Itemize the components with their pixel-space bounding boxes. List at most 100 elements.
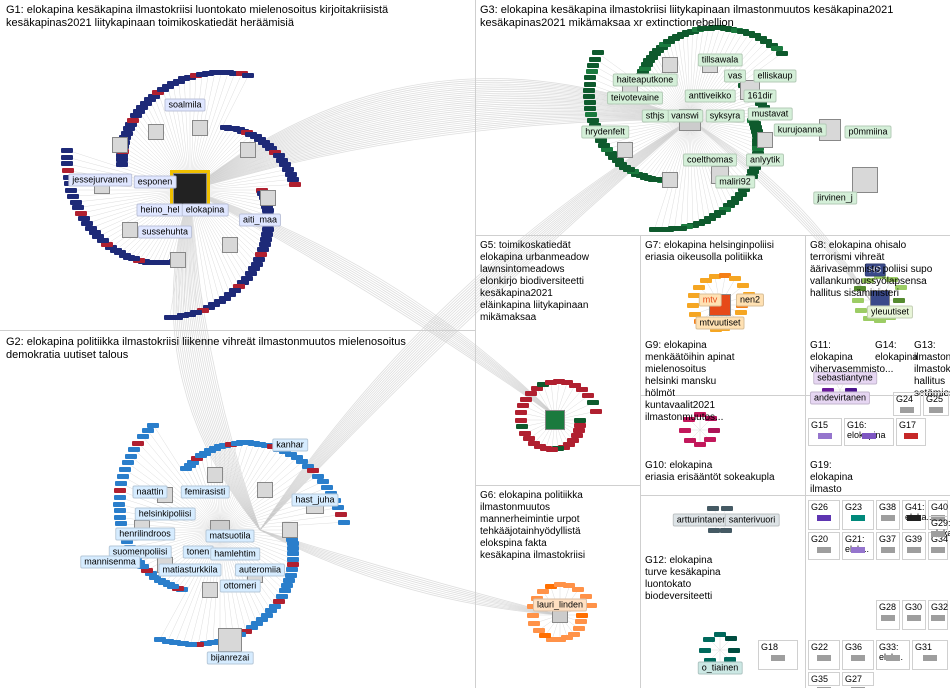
mini-group-swatch <box>931 531 945 537</box>
node-label[interactable]: vanswi <box>667 110 703 123</box>
node-avatar[interactable] <box>192 120 208 136</box>
mini-group-swatch <box>817 515 831 521</box>
node-label[interactable]: nen2 <box>736 294 764 307</box>
mini-group-cell[interactable]: G28 <box>876 600 900 630</box>
mini-group-id: G26 <box>811 502 828 512</box>
node-avatar[interactable] <box>202 582 218 598</box>
mini-group-cell[interactable]: G22 <box>808 640 840 670</box>
mini-group-cell[interactable]: G32 <box>928 600 948 630</box>
node-label[interactable]: kurujoanna <box>774 124 827 137</box>
mini-group-cell[interactable]: G36 <box>842 640 874 670</box>
node-label[interactable]: haiteaputkone <box>613 74 678 87</box>
cluster-central-node[interactable] <box>545 410 565 430</box>
node-avatar[interactable] <box>170 252 186 268</box>
node-label[interactable]: bijanrezai <box>207 652 254 665</box>
node-label[interactable]: aiti_maa <box>239 214 281 227</box>
node-label[interactable]: hast_juha <box>291 494 338 507</box>
mini-group-cell[interactable]: G33: elok... <box>876 640 910 670</box>
mini-group-cell[interactable]: G35 <box>808 672 840 686</box>
node-label[interactable]: elliskaup <box>753 70 796 83</box>
node-label[interactable]: lauri_linden <box>533 599 587 612</box>
node-label[interactable]: hamlehtim <box>210 548 260 561</box>
node-avatar[interactable] <box>240 142 256 158</box>
node-avatar[interactable] <box>617 142 633 158</box>
node-label[interactable]: sthjs <box>642 110 669 123</box>
mini-group-cell[interactable]: G23 <box>842 500 874 530</box>
node-label[interactable]: femirasisti <box>181 486 230 499</box>
node-label[interactable]: artturintanen <box>673 514 732 527</box>
node-label[interactable]: anttiveikko <box>685 90 736 103</box>
node-label[interactable]: maliri92 <box>715 176 755 189</box>
node-tick <box>89 230 101 235</box>
node-label[interactable]: p0mmiina <box>844 126 891 139</box>
node-label[interactable]: mtv <box>699 294 722 307</box>
mini-group-cell[interactable]: G15 <box>808 418 842 446</box>
node-label[interactable]: naattin <box>132 486 167 499</box>
mini-group-cell[interactable]: G21: elok... <box>842 532 874 560</box>
mini-group-cell[interactable]: G29: eloka... <box>928 516 948 530</box>
node-label[interactable]: coelthomas <box>683 154 737 167</box>
node-label[interactable]: hrydenfelt <box>581 126 629 139</box>
node-avatar[interactable] <box>218 628 242 652</box>
node-avatar[interactable] <box>260 190 276 206</box>
node-avatar[interactable] <box>757 132 773 148</box>
mini-group-cell[interactable]: G38 <box>876 500 900 530</box>
mini-group-cell[interactable]: G17 <box>896 418 926 446</box>
cluster-central-node[interactable] <box>173 173 207 207</box>
node-label[interactable]: tonen <box>183 546 214 559</box>
mini-group-cell[interactable]: G27 <box>842 672 874 686</box>
mini-group-cell[interactable]: G26 <box>808 500 840 530</box>
mini-group-cell[interactable]: G31 <box>912 640 948 670</box>
node-label[interactable]: henrilindroos <box>115 528 175 541</box>
node-tick <box>114 488 126 493</box>
node-label[interactable]: teivotevaine <box>607 92 663 105</box>
node-label[interactable]: matiasturkkila <box>158 564 221 577</box>
mini-group-cell[interactable]: G41: eloka... <box>902 500 926 530</box>
node-label[interactable]: vas <box>724 70 746 83</box>
node-label[interactable]: mtvuutiset <box>695 317 744 330</box>
node-label[interactable]: syksyra <box>706 110 745 123</box>
node-label[interactable]: soalmila <box>164 99 205 112</box>
node-label[interactable]: jirvinen_j <box>813 192 857 205</box>
node-avatar[interactable] <box>662 57 678 73</box>
node-label[interactable]: ottomeri <box>220 580 261 593</box>
mini-group-cell[interactable]: G25 <box>923 392 949 416</box>
mini-group-cell[interactable]: G37 <box>876 532 900 560</box>
mini-group-cell[interactable]: G18 <box>758 640 798 670</box>
node-label[interactable]: 161dir <box>743 90 776 103</box>
node-label[interactable]: matsuotila <box>205 530 254 543</box>
node-label[interactable]: yleuutiset <box>867 306 913 319</box>
node-label[interactable]: anlyytik <box>746 154 784 167</box>
node-label[interactable]: jessejurvanen <box>68 174 132 187</box>
mini-group-cell[interactable]: G20 <box>808 532 840 560</box>
node-avatar[interactable] <box>222 237 238 253</box>
node-avatar[interactable] <box>282 522 298 538</box>
node-label[interactable]: sussehuhta <box>138 226 192 239</box>
node-avatar[interactable] <box>852 167 878 193</box>
node-label[interactable]: mannisenma <box>80 556 140 569</box>
node-label[interactable]: auteromiia <box>235 564 285 577</box>
mini-group-cell[interactable]: G24 <box>893 392 921 416</box>
node-tick <box>714 632 726 637</box>
node-label[interactable]: tillsawala <box>698 54 743 67</box>
node-avatar[interactable] <box>207 467 223 483</box>
node-avatar[interactable] <box>122 222 138 238</box>
node-avatar[interactable] <box>662 172 678 188</box>
mini-group-cell[interactable]: G16: elokapina <box>844 418 894 446</box>
node-label[interactable]: andevirtanen <box>810 392 870 405</box>
node-label[interactable]: mustavat <box>748 108 793 121</box>
node-tick <box>574 418 586 423</box>
node-label[interactable]: helsinkipoliisi <box>135 508 196 521</box>
node-label[interactable]: heino_hel <box>136 204 183 217</box>
mini-group-cell[interactable]: G39 <box>902 532 926 560</box>
node-avatar[interactable] <box>112 137 128 153</box>
node-label[interactable]: o_tiainen <box>698 662 743 675</box>
node-label[interactable]: santerivuori <box>725 514 780 527</box>
node-label[interactable]: kanhar <box>272 439 308 452</box>
node-avatar[interactable] <box>257 482 273 498</box>
node-label[interactable]: esponen <box>134 176 177 189</box>
group-title: G1: elokapina kesäkapina ilmastokriisi l… <box>6 4 388 30</box>
mini-group-cell[interactable]: G30 <box>902 600 926 630</box>
node-avatar[interactable] <box>148 124 164 140</box>
node-label[interactable]: elokapina <box>182 204 229 217</box>
